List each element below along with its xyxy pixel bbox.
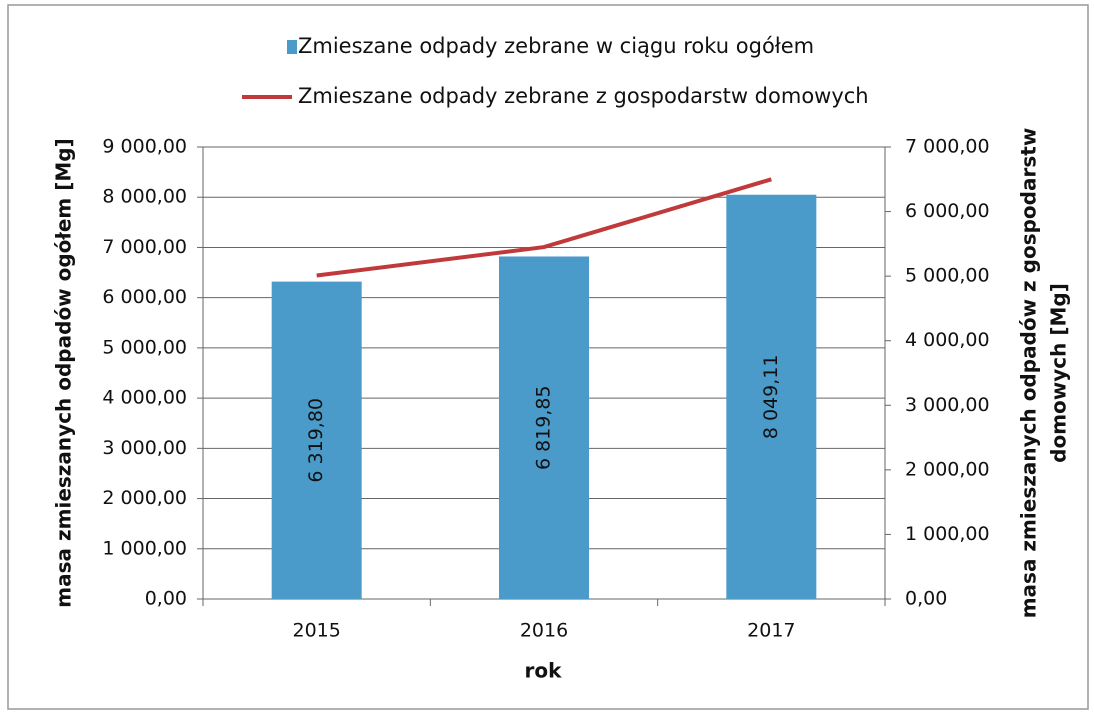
y-axis-label: masa zmieszanych odpadów ogółem [Mg] bbox=[52, 138, 76, 607]
y-tick-label: 9 000,00 bbox=[102, 136, 187, 158]
legend-swatch bbox=[287, 40, 297, 54]
data-label: 6 319,80 bbox=[305, 398, 327, 483]
y2-tick-label: 5 000,00 bbox=[905, 265, 990, 287]
x-axis-label: rok bbox=[525, 659, 563, 683]
y-tick-label: 4 000,00 bbox=[102, 387, 187, 409]
y-tick-label: 5 000,00 bbox=[102, 336, 187, 358]
y2-tick-label: 6 000,00 bbox=[905, 200, 990, 222]
y2-axis-label: domowych [Mg] bbox=[1047, 283, 1071, 463]
bar bbox=[726, 194, 817, 600]
y-tick-label: 3 000,00 bbox=[102, 437, 187, 459]
line bbox=[316, 177, 772, 278]
legend-label: Zmieszane odpady zebrane w ciągu roku og… bbox=[298, 34, 814, 58]
y2-tick-label: 7 000,00 bbox=[905, 136, 990, 158]
data-label: 6 819,85 bbox=[533, 385, 555, 470]
y-tick-label: 0,00 bbox=[145, 588, 187, 610]
y-tick-label: 1 000,00 bbox=[102, 537, 187, 559]
y2-axis-label: masa zmieszanych odpadów z gospodarstw bbox=[1017, 128, 1041, 619]
y-tick-label: 6 000,00 bbox=[102, 286, 187, 308]
y-tick-label: 8 000,00 bbox=[102, 186, 187, 208]
x-tick-label: 2016 bbox=[520, 620, 568, 642]
bar bbox=[499, 256, 589, 599]
y2-tick-label: 4 000,00 bbox=[905, 329, 990, 351]
y2-tick-label: 1 000,00 bbox=[905, 523, 990, 545]
y-tick-label: 7 000,00 bbox=[102, 236, 187, 258]
x-tick-label: 2017 bbox=[747, 620, 795, 642]
y-tick-label: 2 000,00 bbox=[102, 487, 187, 509]
data-label: 8 049,11 bbox=[760, 355, 782, 440]
bar bbox=[271, 281, 362, 599]
x-tick-label: 2015 bbox=[292, 620, 340, 642]
y2-tick-label: 3 000,00 bbox=[905, 394, 990, 416]
y2-tick-label: 2 000,00 bbox=[905, 458, 990, 480]
legend-label: Zmieszane odpady zebrane z gospodarstw d… bbox=[298, 84, 869, 108]
y2-tick-label: 0,00 bbox=[905, 588, 947, 610]
